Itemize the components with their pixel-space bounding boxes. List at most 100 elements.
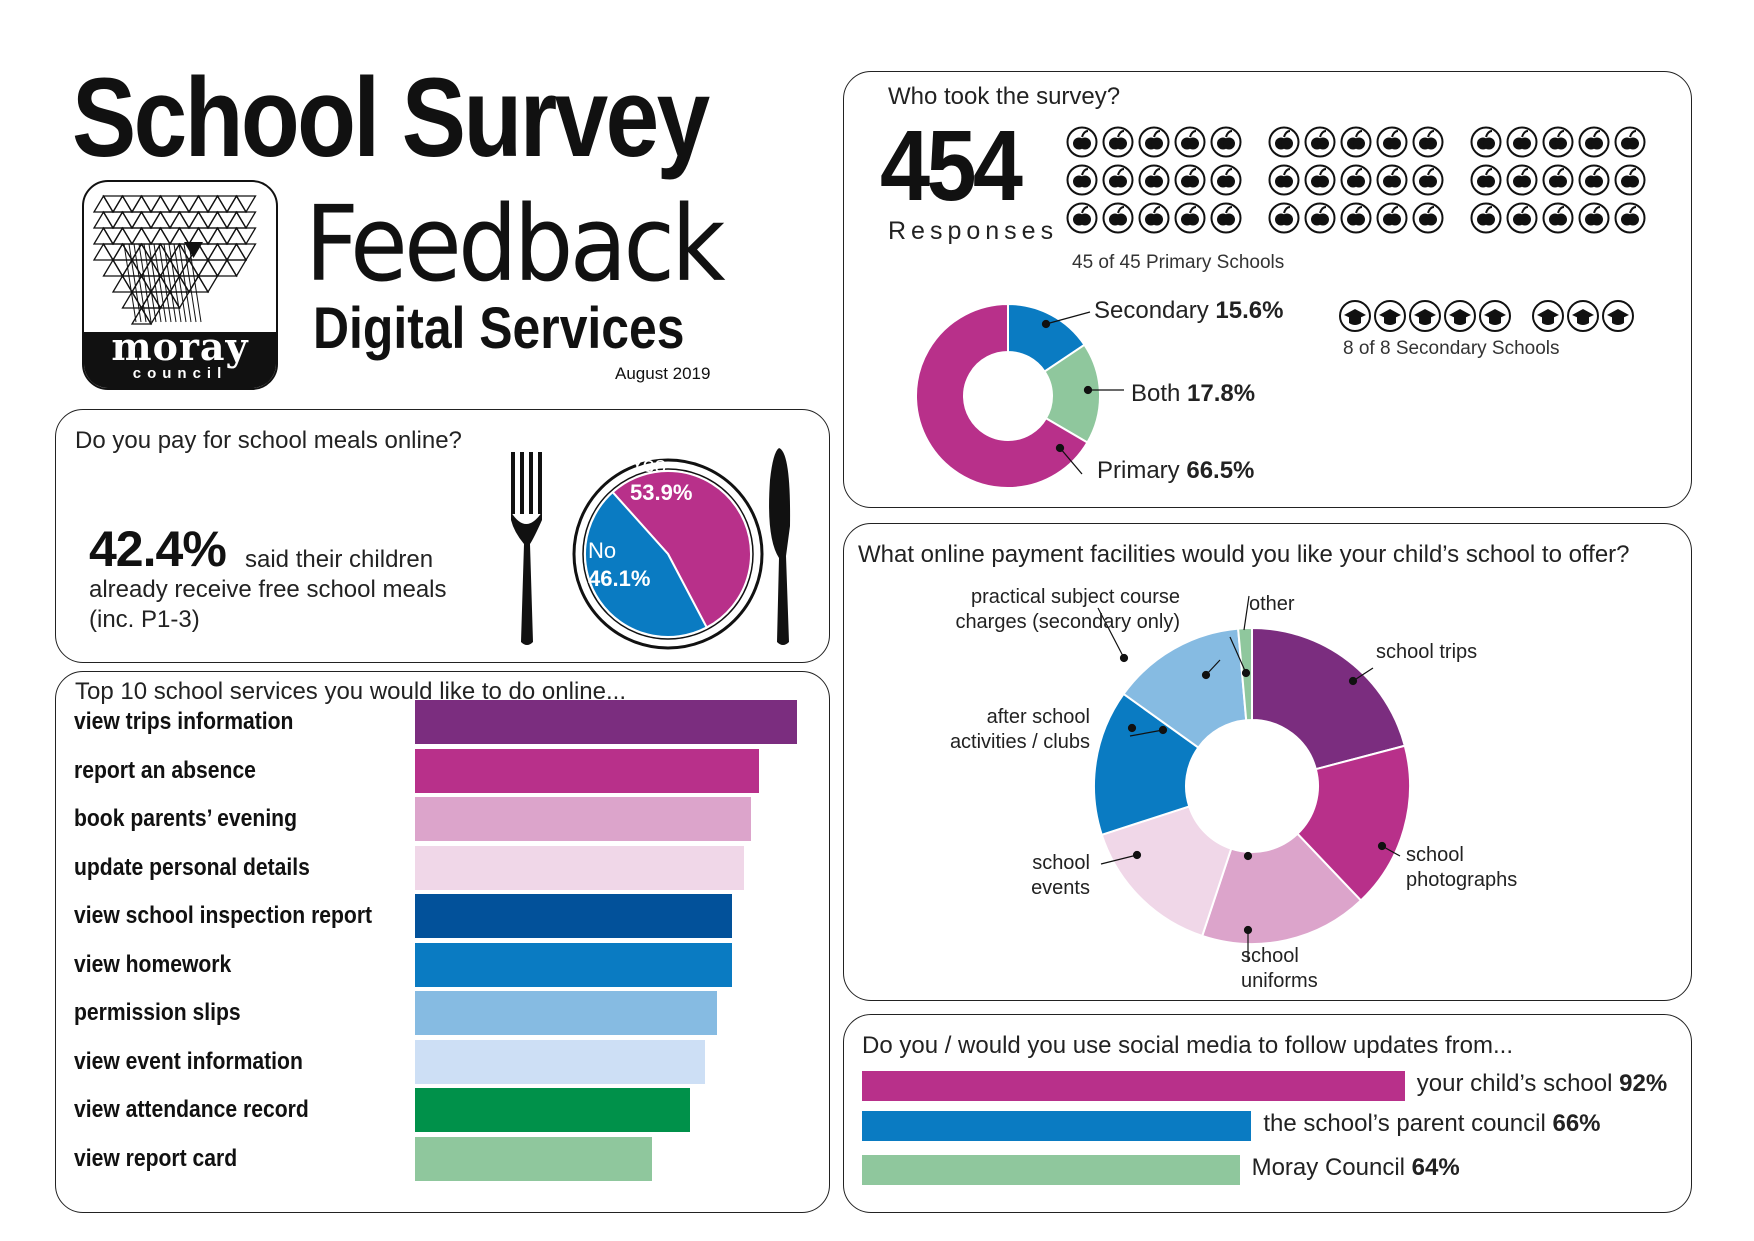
graduation-cap-icon [1479,300,1511,332]
graduation-cap-icon [1374,300,1406,332]
service-bar [415,942,733,987]
apple-icon [1578,126,1610,158]
apple-icon [1470,164,1502,196]
secondary-label: Secondary 15.6% [1094,297,1284,324]
response-count-label: Responses [888,217,1059,245]
service-bar [415,894,733,938]
free-meals-text-1: said their children [245,546,434,573]
apple-icon [1174,126,1206,158]
service-bar [415,748,759,793]
secondary-schools-icons [1339,300,1634,332]
primary-schools-icons [1066,126,1646,234]
department-heading: Digital Services [313,296,685,361]
apple-icon [1376,126,1408,158]
page-title: School Survey [72,55,710,180]
apple-icon [1066,126,1098,158]
response-count: 454 [880,110,1023,222]
both-label: Both 17.8% [1131,380,1256,407]
respondents-title: Who took the survey? [888,83,1121,110]
meals-yes-value: 53.9% [630,480,692,505]
service-label: report an absence [74,756,256,784]
apple-icon [1376,202,1408,234]
social-bar [862,1071,1405,1101]
graduation-cap-icon [1409,300,1441,332]
apple-icon [1578,164,1610,196]
primary-schools-note: 45 of 45 Primary Schools [1072,252,1285,273]
service-bar [415,1039,706,1084]
apple-icon [1506,126,1538,158]
other-label: other [1249,593,1295,615]
logo-triangle-pattern-icon [84,194,276,388]
apple-icon [1268,202,1300,234]
apple-icon [1614,126,1646,158]
report-date: August 2019 [615,364,711,383]
meals-no-value: 46.1% [588,566,650,591]
practical-charges-label: practical subject course charges (seconda… [955,586,1180,633]
apple-icon [1470,202,1502,234]
graduation-cap-icon [1339,300,1371,332]
social-bar [862,1155,1240,1185]
apple-icon [1304,202,1336,234]
apple-icon [1506,202,1538,234]
school-events-label: school events [1031,852,1090,899]
pie-slice-school-photographs [1296,744,1411,902]
secondary-schools-note: 8 of 8 Secondary Schools [1343,338,1560,359]
apple-icon [1210,202,1242,234]
apple-icon [1174,164,1206,196]
apple-icon [1066,202,1098,234]
apple-icon [1268,126,1300,158]
apple-icon [1138,202,1170,234]
apple-icon [1614,164,1646,196]
free-meals-stat: 42.4% [89,521,227,577]
service-bar [415,700,797,744]
service-label: permission slips [74,999,241,1026]
school-trips-label: school trips [1376,641,1478,663]
logo-subtext: council [132,365,228,382]
apple-icon [1210,126,1242,158]
apple-icon [1304,126,1336,158]
service-label: update personal details [74,853,310,881]
apple-icon [1340,164,1372,196]
apple-icon [1102,126,1134,158]
apple-icon [1542,126,1574,158]
apple-icon [1340,126,1372,158]
primary-label: Primary 66.5% [1097,457,1255,484]
social-label: the school’s parent council 66% [1263,1110,1601,1137]
apple-icon [1412,202,1444,234]
service-bar [415,845,744,890]
pie-slice-primary [915,302,1089,489]
social-label: your child’s school 92% [1416,1070,1668,1097]
moray-council-logo: moray council [82,180,278,390]
apple-icon [1138,164,1170,196]
free-meals-text-3: (inc. P1-3) [89,606,200,633]
apple-icon [1412,164,1444,196]
pie-slice-school-trips [1251,626,1407,771]
graduation-cap-icon [1567,300,1599,332]
meals-no-label: No [588,538,616,563]
pie-slice-no [584,490,709,638]
meals-plate-chart: Yes 53.9% No 46.1% [511,448,791,650]
apple-icon [1614,202,1646,234]
service-label: view school inspection report [74,902,373,929]
apple-icon [1174,202,1206,234]
pie-slice-yes [611,470,752,629]
graduation-cap-icon [1444,300,1476,332]
service-bar [415,1088,691,1132]
free-meals-text-2: already receive free school meals [89,576,447,603]
pie-slice-school-uniforms [1200,832,1363,945]
service-label: view homework [74,950,232,978]
pie-slice-school-events [1100,805,1233,938]
apple-icon [1102,164,1134,196]
after-school-label: after school activities / clubs [949,706,1090,753]
apple-icon [1376,164,1408,196]
apple-icon [1268,164,1300,196]
service-label: view report card [74,1144,238,1172]
apple-icon [1340,202,1372,234]
apple-icon [1304,164,1336,196]
school-uniforms-label: school uniforms [1241,945,1318,992]
apple-icon [1412,126,1444,158]
payments-donut-chart [1093,607,1411,945]
apple-icon [1102,202,1134,234]
meals-yes-label: Yes [630,452,666,477]
service-bar [415,797,752,841]
